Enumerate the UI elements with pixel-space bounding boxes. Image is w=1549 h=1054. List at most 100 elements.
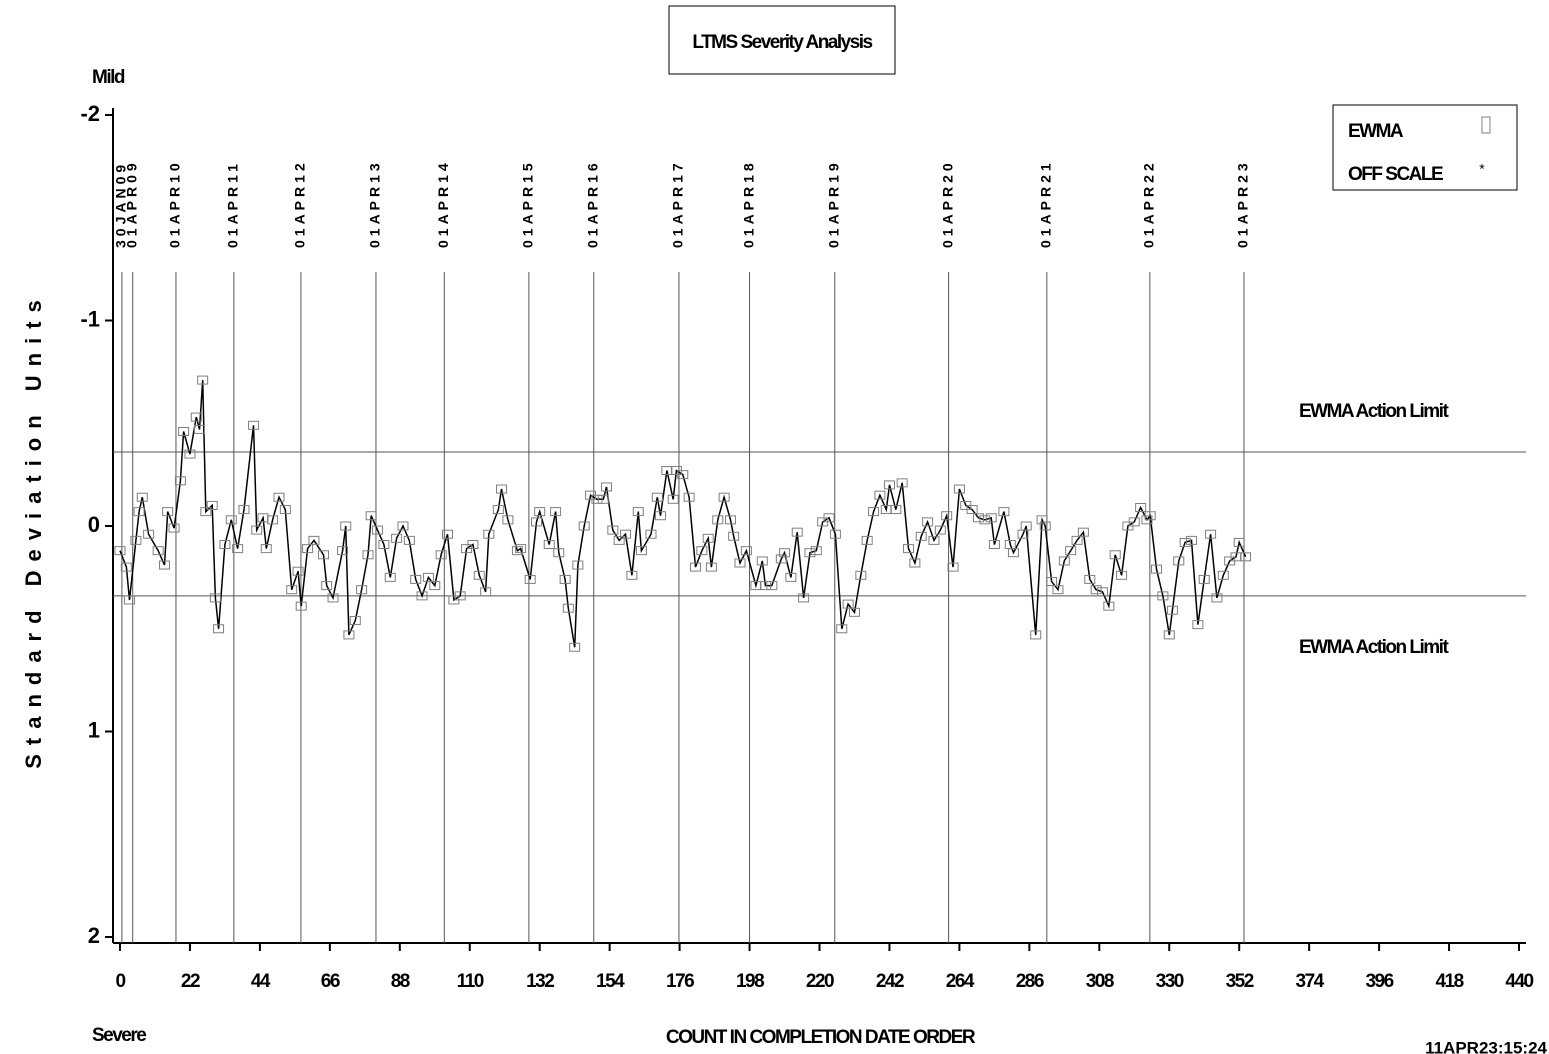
ewma-point <box>562 603 574 613</box>
action-limit-label: EWMA Action Limit <box>1299 637 1449 658</box>
ewma-point <box>502 515 514 525</box>
ewma-point <box>1217 570 1229 580</box>
ewma-point <box>193 424 205 434</box>
ewma-point <box>321 581 333 591</box>
ewma-point <box>302 544 314 554</box>
ewma-point <box>1186 535 1198 545</box>
ewma-point <box>1090 585 1102 595</box>
ewma-point <box>384 572 396 582</box>
ewma-point <box>626 570 638 580</box>
off-scale-symbol: * <box>1479 161 1485 177</box>
x-tick-label: 242 <box>876 971 904 992</box>
ewma-point <box>756 556 768 566</box>
ewma-point <box>1198 574 1210 584</box>
ewma-point <box>337 546 349 556</box>
ewma-point <box>492 505 504 515</box>
ewma-point <box>511 546 523 556</box>
x-axis-title: COUNT IN COMPLETION DATE ORDER <box>666 1027 976 1048</box>
ewma-point <box>184 449 196 459</box>
ewma-point <box>791 527 803 537</box>
ewma-point <box>483 529 495 539</box>
x-tick-label: 418 <box>1435 971 1463 992</box>
ewma-point <box>740 546 752 556</box>
ewma-point <box>620 529 632 539</box>
ewma-point <box>597 494 609 504</box>
ewma-point <box>168 523 180 533</box>
ewma-point <box>928 535 940 545</box>
ewma-point <box>391 533 403 543</box>
y-axis-title: Standard Deviation Units <box>21 291 46 769</box>
ewma-point <box>416 591 428 601</box>
ewma-point <box>124 595 136 605</box>
ewma-point <box>861 535 873 545</box>
ewma-point <box>349 616 361 626</box>
ewma-point <box>120 562 132 572</box>
y-tick-label: -2 <box>80 101 100 126</box>
ewma-point <box>896 478 908 488</box>
timestamp: 11APR23:15:24 <box>1425 1038 1547 1054</box>
ewma-point <box>600 482 612 492</box>
legend-symbol <box>1481 116 1491 134</box>
x-tick-label: 374 <box>1296 971 1325 992</box>
ewma-point <box>209 593 221 603</box>
ewma-point <box>1144 511 1156 521</box>
x-tick-label: 132 <box>526 971 554 992</box>
ewma-point <box>273 492 285 502</box>
ewma-point <box>206 500 218 510</box>
ewma-point <box>174 476 186 486</box>
ewma-point <box>467 539 479 549</box>
ewma-point <box>159 560 171 570</box>
ewma-point <box>998 507 1010 517</box>
ewma-point <box>279 505 291 515</box>
ewma-point <box>553 548 565 558</box>
ewma-point <box>947 562 959 572</box>
ewma-point <box>397 521 409 531</box>
date-label: 01APR18 <box>740 159 756 248</box>
ewma-point <box>1157 591 1169 601</box>
ewma-point <box>200 507 212 517</box>
ewma-point <box>915 531 927 541</box>
ewma-point <box>114 546 126 556</box>
ewma-point <box>1240 552 1252 562</box>
ewma-point <box>136 492 148 502</box>
ewma-point <box>702 533 714 543</box>
ewma-point <box>775 554 787 564</box>
ewma-point <box>728 531 740 541</box>
y-tick-label: 0 <box>88 512 100 537</box>
ewma-point <box>667 494 679 504</box>
date-label: 01APR23 <box>1235 159 1251 248</box>
date-label: 01APR19 <box>825 159 841 248</box>
mild-label: Mild <box>92 67 125 88</box>
ewma-point <box>696 546 708 556</box>
ewma-point <box>1192 620 1204 630</box>
ewma-point <box>1007 548 1019 558</box>
ewma-point <box>677 470 689 480</box>
ewma-point <box>550 507 562 517</box>
ewma-point <box>403 535 415 545</box>
x-tick-label: 110 <box>457 971 484 992</box>
date-label: 01APR14 <box>435 159 451 248</box>
ewma-point <box>1163 630 1175 640</box>
ewma-point <box>232 544 244 554</box>
x-tick-label: 308 <box>1086 971 1114 992</box>
ewma-point <box>286 585 298 595</box>
ewma-point <box>260 544 272 554</box>
ewma-point <box>213 624 225 634</box>
ewma-point <box>238 505 250 515</box>
ewma-point <box>1166 605 1178 615</box>
ewma-point <box>785 572 797 582</box>
ewma-point <box>613 535 625 545</box>
ewma-point <box>515 544 527 554</box>
action-limit-label: EWMA Action Limit <box>1299 401 1449 422</box>
ewma-point <box>219 539 231 549</box>
ewma-point <box>317 550 329 560</box>
title-box <box>668 5 896 75</box>
ewma-point <box>267 515 279 525</box>
ewma-point <box>362 550 374 560</box>
ewma-point <box>836 624 848 634</box>
ewma-point <box>162 507 174 517</box>
ewma-point <box>632 507 644 517</box>
ewma-point <box>988 539 1000 549</box>
ewma-point <box>855 570 867 580</box>
